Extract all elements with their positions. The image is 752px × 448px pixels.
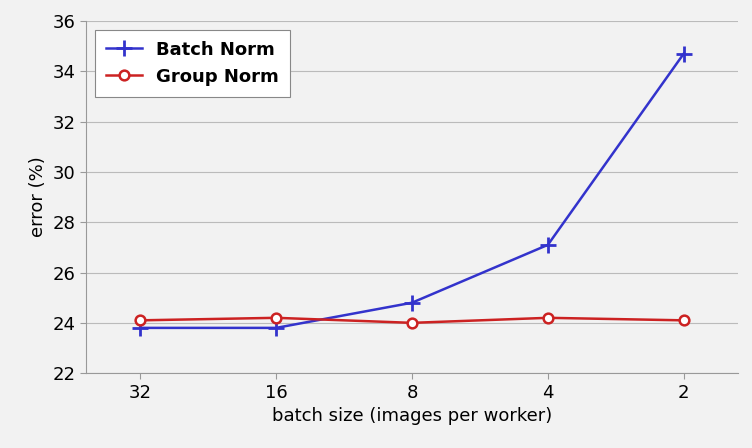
Y-axis label: error (%): error (%) (29, 157, 47, 237)
Batch Norm (544, 242, 553, 248)
X-axis label: batch size (images per worker): batch size (images per worker) (272, 407, 552, 425)
Batch Norm (408, 300, 417, 306)
Group Norm (271, 315, 280, 320)
Legend: Batch Norm, Group Norm: Batch Norm, Group Norm (95, 30, 290, 97)
Batch Norm (136, 325, 145, 331)
Group Norm (679, 318, 688, 323)
Line: Batch Norm: Batch Norm (132, 46, 691, 336)
Batch Norm (271, 325, 280, 331)
Line: Group Norm: Group Norm (135, 313, 689, 328)
Batch Norm (679, 51, 688, 56)
Group Norm (408, 320, 417, 326)
Group Norm (544, 315, 553, 320)
Group Norm (136, 318, 145, 323)
